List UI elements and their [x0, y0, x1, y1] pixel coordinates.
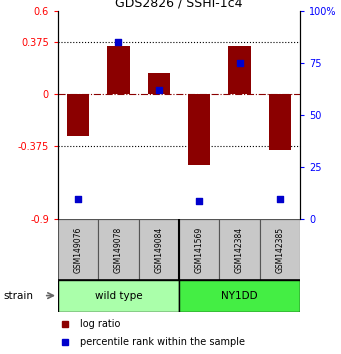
Bar	[58, 219, 98, 280]
Text: GSM142384: GSM142384	[235, 227, 244, 273]
Bar	[107, 46, 130, 94]
Text: GSM142385: GSM142385	[276, 227, 284, 273]
Bar	[98, 219, 139, 280]
Bar	[67, 94, 89, 136]
Text: wild type: wild type	[95, 291, 142, 301]
Bar	[179, 219, 219, 280]
Text: percentile rank within the sample: percentile rank within the sample	[80, 337, 245, 347]
Text: log ratio: log ratio	[80, 319, 120, 329]
Bar	[179, 280, 300, 312]
Bar	[188, 94, 210, 165]
Bar	[260, 219, 300, 280]
Text: GSM141569: GSM141569	[195, 227, 204, 273]
Point	[196, 198, 202, 204]
Text: GSM149076: GSM149076	[74, 226, 83, 273]
Text: GSM149078: GSM149078	[114, 227, 123, 273]
Bar	[228, 46, 251, 94]
Bar	[219, 219, 260, 280]
Point	[116, 39, 121, 45]
Title: GDS2826 / SSHI-1c4: GDS2826 / SSHI-1c4	[115, 0, 243, 10]
Point	[277, 196, 283, 201]
Text: NY1DD: NY1DD	[221, 291, 258, 301]
Text: strain: strain	[3, 291, 33, 301]
Bar	[58, 280, 179, 312]
Text: GSM149084: GSM149084	[154, 227, 163, 273]
Bar	[139, 219, 179, 280]
Point	[156, 87, 162, 93]
Point	[237, 60, 242, 66]
Bar	[148, 73, 170, 94]
Bar	[269, 94, 291, 150]
Point	[75, 196, 81, 201]
